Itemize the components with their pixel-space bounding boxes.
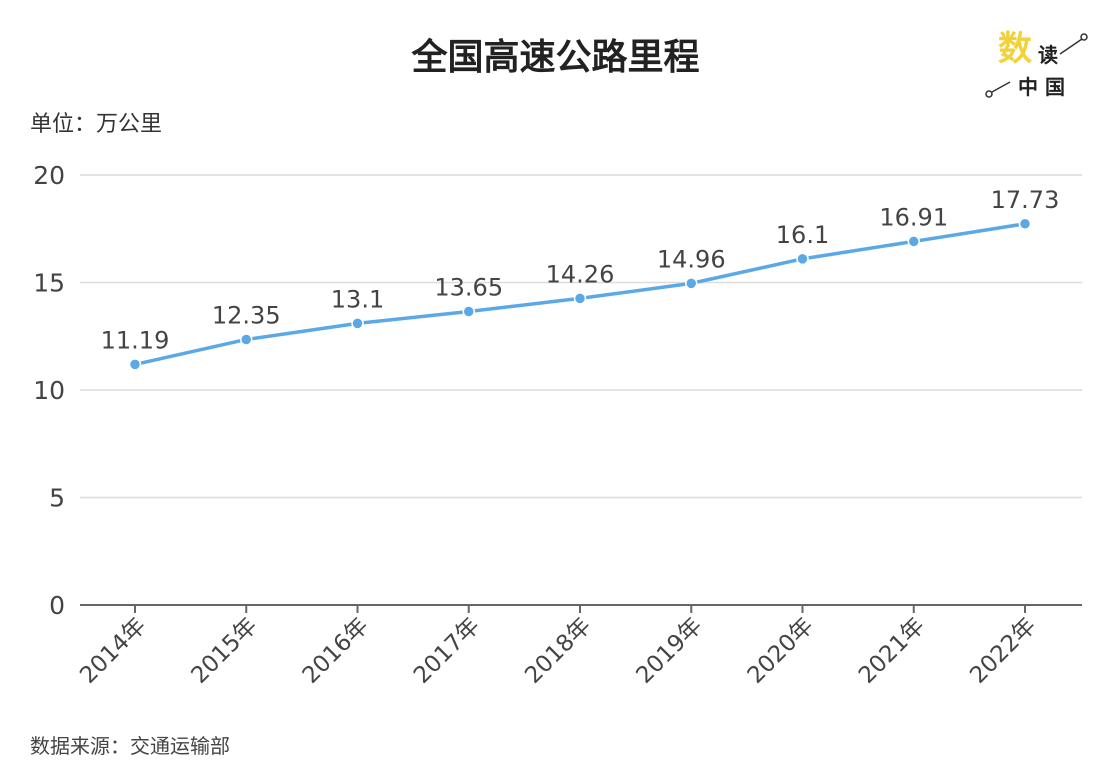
data-point (796, 252, 809, 266)
data-point (685, 277, 698, 290)
data-point (1018, 217, 1032, 231)
svg-text:读: 读 (1038, 43, 1058, 67)
svg-text:数: 数 (998, 29, 1032, 69)
y-tick-label: 5 (49, 484, 65, 513)
x-tick-label: 2022年 (965, 613, 1041, 689)
source-note: 数据来源：交通运输部 (30, 734, 230, 758)
data-label: 16.1 (776, 221, 829, 249)
y-tick-label: 15 (33, 269, 65, 298)
x-tick-label: 2016年 (298, 613, 374, 689)
data-point (907, 235, 920, 248)
data-point (128, 358, 142, 371)
y-tick-label: 10 (33, 376, 65, 405)
y-tick-label: 0 (49, 591, 65, 620)
data-label: 16.91 (879, 203, 948, 231)
x-tick-label: 2015年 (186, 613, 262, 689)
x-tick-label: 2018年 (520, 613, 596, 689)
data-point (573, 292, 587, 305)
x-tick-label: 2020年 (743, 613, 819, 689)
logo: 数 读 中 国 (985, 29, 1088, 99)
data-point (462, 305, 475, 318)
data-point (240, 333, 253, 346)
x-tick-label: 2017年 (409, 613, 485, 689)
data-point (351, 317, 364, 330)
x-tick-label: 2021年 (854, 613, 930, 689)
data-label: 14.96 (657, 245, 726, 273)
chart-title: 全国高速公路里程 (411, 37, 700, 78)
data-label: 13.65 (434, 274, 503, 302)
x-tick-label: 2019年 (631, 613, 707, 689)
y-tick-label: 20 (33, 161, 65, 190)
data-label: 17.73 (991, 186, 1060, 214)
unit-label: 单位：万公里 (30, 112, 163, 137)
svg-text:中 国: 中 国 (1018, 75, 1065, 99)
data-label: 14.26 (546, 260, 615, 288)
data-label: 13.1 (331, 285, 384, 313)
data-label: 12.35 (212, 301, 281, 329)
data-label: 11.19 (101, 326, 170, 354)
x-tick-label: 2014年 (75, 613, 151, 689)
